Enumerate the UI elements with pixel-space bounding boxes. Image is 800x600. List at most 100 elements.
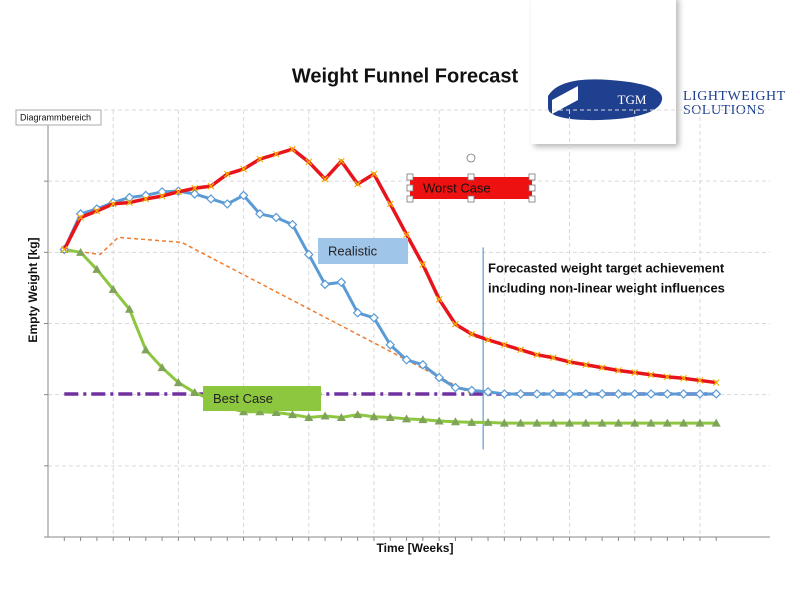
selection-handle (528, 173, 536, 181)
point (240, 165, 248, 173)
point (352, 307, 363, 318)
y-axis-title: Empty Weight [kg] (26, 237, 40, 342)
series-label-box (410, 177, 532, 199)
selection-handle (406, 184, 414, 192)
point (419, 261, 427, 268)
series-label: Best Case (213, 391, 273, 406)
point (271, 212, 282, 223)
plot-area (44, 109, 770, 541)
point (516, 418, 526, 427)
point (418, 359, 428, 370)
point (564, 389, 575, 399)
point (450, 417, 460, 426)
point (467, 417, 477, 426)
point (452, 320, 459, 328)
point (369, 412, 379, 421)
selection-handle (406, 195, 414, 203)
point (566, 358, 573, 366)
point (663, 373, 671, 381)
point (109, 200, 117, 208)
point (206, 194, 216, 204)
tooltip: Diagrammbereich (20, 112, 91, 122)
logo-background (531, 0, 676, 144)
point (500, 341, 508, 349)
point (403, 231, 410, 238)
point (499, 389, 510, 399)
point (190, 388, 200, 397)
selection-handle (467, 173, 475, 181)
point (303, 249, 314, 260)
point (435, 295, 443, 303)
logo-mark: TGM (618, 92, 647, 107)
point (92, 264, 102, 273)
series-label-box (203, 386, 321, 411)
x-axis-title: Time [Weeks] (377, 541, 454, 555)
point (613, 389, 624, 399)
point (353, 410, 363, 419)
point (287, 219, 298, 230)
point (712, 379, 720, 386)
point (386, 200, 394, 208)
point (696, 377, 704, 384)
point (402, 414, 412, 423)
point (548, 418, 558, 427)
point (499, 418, 509, 427)
point (256, 155, 264, 163)
point (108, 284, 118, 293)
point (532, 418, 542, 427)
point (580, 389, 591, 399)
series-label-box (318, 238, 408, 264)
point (158, 192, 166, 200)
selection-handle (406, 173, 414, 181)
point (337, 157, 345, 165)
point (647, 371, 655, 379)
point (142, 195, 150, 203)
annotation: Forecasted weight target achievement (488, 260, 725, 275)
point (711, 418, 721, 427)
point (679, 418, 689, 427)
point (255, 407, 265, 416)
point (532, 389, 542, 399)
point (401, 354, 412, 365)
point (305, 158, 313, 166)
logo-card: TGM (531, 0, 676, 144)
point (484, 336, 492, 344)
point (483, 386, 493, 397)
point (646, 418, 656, 427)
point (126, 199, 133, 206)
point (271, 407, 281, 416)
point (695, 418, 705, 427)
point (468, 330, 476, 338)
point (370, 170, 378, 178)
tooltip-box (15, 109, 102, 126)
point (450, 382, 461, 393)
point (239, 407, 249, 416)
point (369, 312, 379, 323)
chart-title: Weight Funnel Forecast (292, 65, 519, 87)
point (141, 345, 151, 354)
point (483, 417, 493, 426)
point (207, 182, 215, 190)
point (515, 389, 526, 399)
point (434, 416, 444, 425)
selection-handle (528, 195, 536, 203)
point (336, 412, 346, 421)
point (629, 389, 640, 399)
point (287, 410, 297, 419)
point (548, 389, 559, 399)
point (223, 170, 231, 178)
selection-handle (528, 184, 536, 192)
point (191, 184, 199, 192)
point (581, 418, 591, 427)
point (549, 354, 557, 362)
point (321, 175, 329, 183)
point (320, 279, 330, 290)
point (77, 214, 85, 221)
point (613, 418, 623, 427)
selection-handle (467, 195, 475, 203)
point (174, 188, 182, 196)
point (157, 363, 167, 372)
point (565, 418, 575, 427)
point (630, 418, 640, 427)
point (272, 150, 280, 158)
